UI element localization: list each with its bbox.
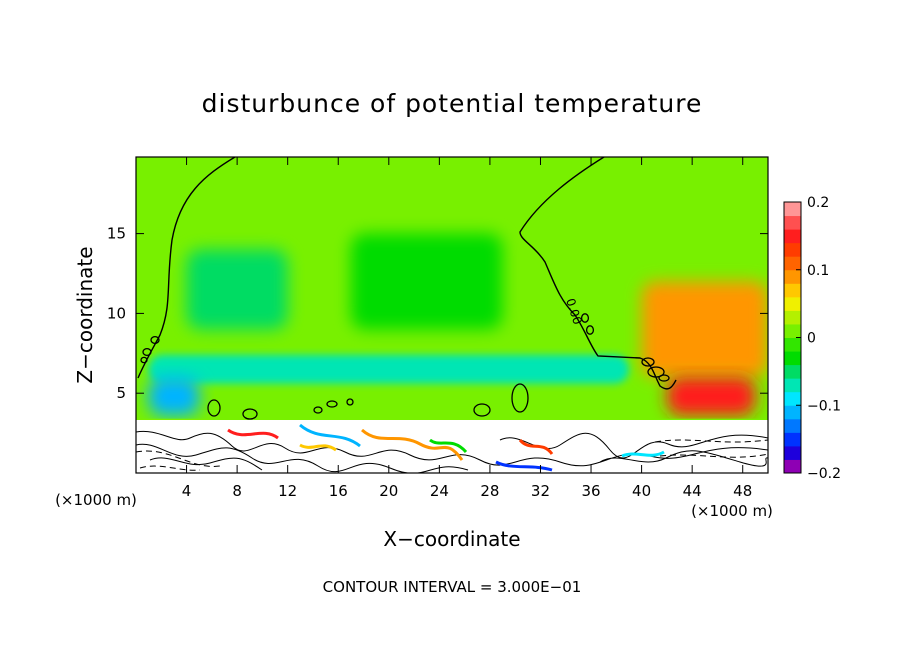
x-tick-label: 36: [581, 482, 600, 500]
colorbar-tick-label: 0.1: [807, 263, 829, 279]
x-tick-label: 8: [232, 482, 242, 500]
colorbar-segment: [784, 323, 801, 338]
colorbar-segment: [784, 418, 801, 433]
colorbar-tick-label: −0.2: [807, 466, 841, 482]
region-cool-band: [148, 354, 629, 384]
chart-title: disturbunce of potential temperature: [202, 89, 703, 118]
x-tick-label: 12: [278, 482, 297, 500]
colorbar-segment: [784, 391, 801, 406]
y-tick-label: 5: [116, 384, 126, 402]
colorbar-tick-label: −0.1: [807, 398, 841, 414]
x-unit-right: (×1000 m): [691, 502, 773, 520]
region-lower-left-blue: [148, 377, 200, 416]
x-tick-label: 48: [733, 482, 752, 500]
colorbar-segment: [784, 351, 801, 366]
colorbar-tick-label: 0: [807, 331, 816, 347]
colorbar-segment: [784, 256, 801, 271]
x-tick-label: 24: [430, 482, 449, 500]
colorbar-segment: [784, 296, 801, 311]
colorbar-segment: [784, 202, 801, 217]
zero-contour-right: [519, 157, 677, 390]
plot-area: 0.00: [136, 157, 768, 473]
colorbar-segment: [784, 283, 801, 298]
colorbar-segment: [784, 445, 801, 460]
colorbar-segment: [784, 215, 801, 230]
colorbar: 0.2 0.1 0 −0.1 −0.2: [783, 195, 841, 482]
plot-frame: [135, 156, 769, 474]
x-tick-label: 44: [683, 482, 702, 500]
turbulent-layer-fill: [136, 420, 768, 473]
y-axis-label: Z−coordinate: [73, 246, 97, 383]
x-tick-label: 4: [182, 482, 192, 500]
colorbar-segment: [784, 337, 801, 352]
turbulent-contours: [136, 430, 768, 473]
x-ticks: 4 8 12 16 20 24 28 32 36 40 44 48: [182, 157, 752, 500]
y-ticks: 5 10 15: [107, 225, 768, 402]
x-tick-label: 32: [531, 482, 550, 500]
colorbar-segment: [784, 310, 801, 325]
turbulent-dashed-contours: [136, 439, 768, 471]
colorbar-segment: [784, 459, 801, 474]
turbulent-color-streaks: [227, 423, 665, 472]
contour-rings: [140, 313, 670, 420]
region-yellow-warm-region: [641, 281, 768, 378]
colorbar-segment: [784, 378, 801, 393]
colorbar-segment: [784, 269, 801, 284]
turbulent-layer: [136, 420, 768, 473]
colorbar-segment: [784, 242, 801, 257]
x-tick-label: 28: [480, 482, 499, 500]
colorbar-tick-label: 0.2: [807, 195, 829, 211]
colorbar-segment: [784, 405, 801, 420]
x-axis-label: X−coordinate: [383, 527, 520, 551]
contour-interval-footer: CONTOUR INTERVAL = 3.000E−01: [323, 578, 582, 596]
colorbar-segment: [784, 432, 801, 447]
x-tick-label: 16: [329, 482, 348, 500]
y-tick-label: 15: [107, 225, 126, 243]
x-tick-label: 40: [632, 482, 651, 500]
region-upper-cyan-blob: [350, 233, 503, 330]
region-red-warm-core: [666, 377, 756, 416]
colorbar-segment: [784, 229, 801, 244]
y-tick-label: 10: [107, 304, 126, 322]
x-tick-label: 20: [379, 482, 398, 500]
colorbar-segment: [784, 364, 801, 379]
region-left-upper-cyan: [186, 249, 288, 330]
x-unit-left: (×1000 m): [55, 491, 137, 509]
